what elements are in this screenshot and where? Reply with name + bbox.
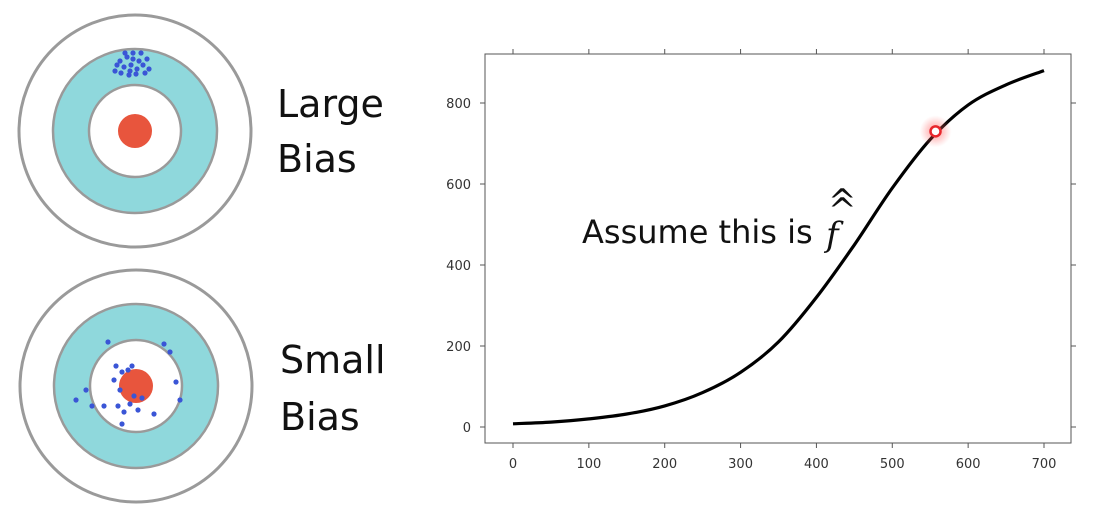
x-axis: 0 100 200 300 400 500 600 700: [509, 49, 1057, 472]
shot-dot: [146, 66, 152, 72]
shot-dot: [125, 367, 131, 373]
x-tick-label: 0: [509, 457, 517, 472]
shot-dot: [83, 387, 89, 393]
y-tick-label: 800: [446, 97, 471, 112]
shot-dot: [127, 401, 133, 407]
shot-dot: [122, 50, 128, 56]
shot-dot: [173, 379, 179, 385]
y-tick-label: 200: [446, 340, 471, 355]
shot-dot: [133, 71, 139, 77]
x-tick-label: 400: [804, 457, 829, 472]
y-tick-label: 0: [463, 421, 471, 436]
x-tick-label: 200: [652, 457, 677, 472]
annotation-hat: ^: [828, 191, 857, 231]
shot-dot: [139, 395, 145, 401]
target-label-line-1: Small: [280, 338, 386, 382]
shot-dot: [134, 66, 140, 72]
target-shot-cluster: [112, 50, 152, 78]
shot-dot: [126, 72, 132, 78]
shot-dot: [115, 403, 121, 409]
x-tick-label: 100: [576, 457, 601, 472]
shot-dot: [130, 56, 136, 62]
shot-dot: [112, 68, 118, 74]
y-tick-label: 600: [446, 178, 471, 193]
chart-frame: [484, 53, 1072, 444]
shot-dot: [105, 339, 111, 345]
shot-dot: [119, 369, 125, 375]
highlight-point: [919, 115, 952, 148]
annotation: Assume this is f ^ ^: [582, 182, 857, 255]
shot-dot: [136, 58, 142, 64]
y-axis: 0 200 400 600 800: [446, 97, 1076, 436]
shot-dot: [128, 62, 134, 68]
shot-dot: [89, 403, 95, 409]
x-tick-label: 500: [880, 457, 905, 472]
shot-dot: [114, 62, 120, 68]
shot-dot: [111, 377, 117, 383]
shot-dot: [101, 403, 107, 409]
x-tick-label: 700: [1032, 457, 1057, 472]
shot-dot: [161, 341, 167, 347]
target-small-bias: Small Bias: [18, 268, 386, 504]
y-tick-label: 400: [446, 259, 471, 274]
shot-dot: [119, 421, 125, 427]
target-shot-cluster: [73, 339, 183, 427]
target-label-line-1: Large: [277, 82, 384, 126]
target-bullseye: [119, 369, 153, 403]
shot-dot: [124, 54, 130, 60]
target-label-line-2: Bias: [277, 137, 357, 181]
shot-dot: [135, 407, 141, 413]
shot-dot: [140, 62, 146, 68]
shot-dot: [177, 397, 183, 403]
shot-dot: [117, 387, 123, 393]
shot-dot: [113, 363, 119, 369]
shot-dot: [151, 411, 157, 417]
sigmoid-chart: 0 100 200 300 400 500 600 700 0 200 400 600 800: [446, 49, 1076, 472]
shot-dot: [117, 58, 123, 64]
annotation-text: Assume this is: [582, 213, 813, 251]
shot-dot: [121, 409, 127, 415]
shot-dot: [142, 70, 148, 76]
shot-dot: [118, 70, 124, 76]
shot-dot: [121, 64, 127, 70]
target-large-bias: Large Bias: [17, 13, 384, 249]
shot-dot: [127, 68, 133, 74]
series-line-f-hat: [512, 69, 1045, 426]
shot-dot: [144, 56, 150, 62]
annotation-hat-2: ^: [828, 182, 857, 222]
x-tick-label: 300: [728, 457, 753, 472]
x-tick-label: 600: [956, 457, 981, 472]
shot-dot: [130, 50, 136, 56]
target-label-line-2: Bias: [280, 395, 360, 439]
shot-dot: [73, 397, 79, 403]
highlight-marker: [929, 125, 942, 138]
target-bullseye: [118, 114, 152, 148]
shot-dot: [138, 50, 144, 56]
shot-dot: [131, 393, 137, 399]
shot-dot: [129, 363, 135, 369]
shot-dot: [167, 349, 173, 355]
